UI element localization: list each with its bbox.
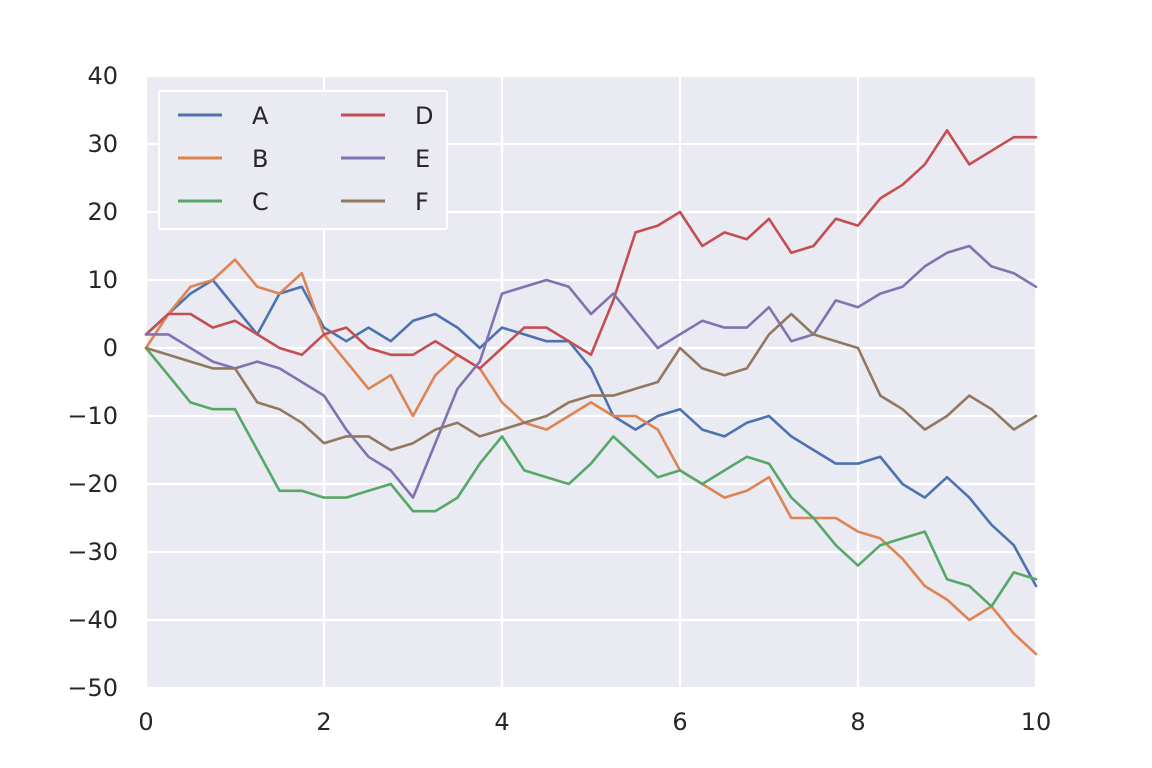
series-line-a	[144, 278, 1038, 588]
legend-label-f: F	[415, 188, 429, 216]
series-line-d	[144, 129, 1038, 370]
x-tick-label: 10	[1021, 708, 1052, 736]
y-tick-label: 40	[87, 62, 118, 90]
y-tick-label: −10	[67, 402, 118, 430]
series-line-e	[144, 244, 1038, 499]
series-line-f	[144, 312, 1038, 452]
x-tick-label: 8	[850, 708, 865, 736]
y-tick-label: −30	[67, 538, 118, 566]
y-tick-label: −20	[67, 470, 118, 498]
y-tick-label: −50	[67, 674, 118, 702]
y-tick-label: 0	[103, 334, 118, 362]
legend-label-c: C	[252, 188, 269, 216]
y-tick-label: −40	[67, 606, 118, 634]
y-tick-label: 20	[87, 198, 118, 226]
legend: ABC DEF	[158, 90, 448, 230]
x-tick-label: 2	[316, 708, 331, 736]
x-tick-label: 6	[672, 708, 687, 736]
tick-labels: 0 2 4 6 8 10 40 30 20 10 0 −10 −20 −30 −40 −50	[67, 62, 1051, 736]
series-line-b	[144, 258, 1038, 656]
legend-label-e: E	[415, 145, 430, 173]
legend-label-a: A	[252, 102, 269, 130]
x-tick-label: 0	[138, 708, 153, 736]
x-tick-label: 4	[494, 708, 509, 736]
legend-box	[158, 90, 448, 230]
series-line-c	[144, 346, 1038, 608]
legend-label-b: B	[252, 145, 268, 173]
y-tick-label: 30	[87, 130, 118, 158]
legend-label-d: D	[415, 102, 433, 130]
series-lines	[144, 129, 1038, 656]
y-tick-label: 10	[87, 266, 118, 294]
